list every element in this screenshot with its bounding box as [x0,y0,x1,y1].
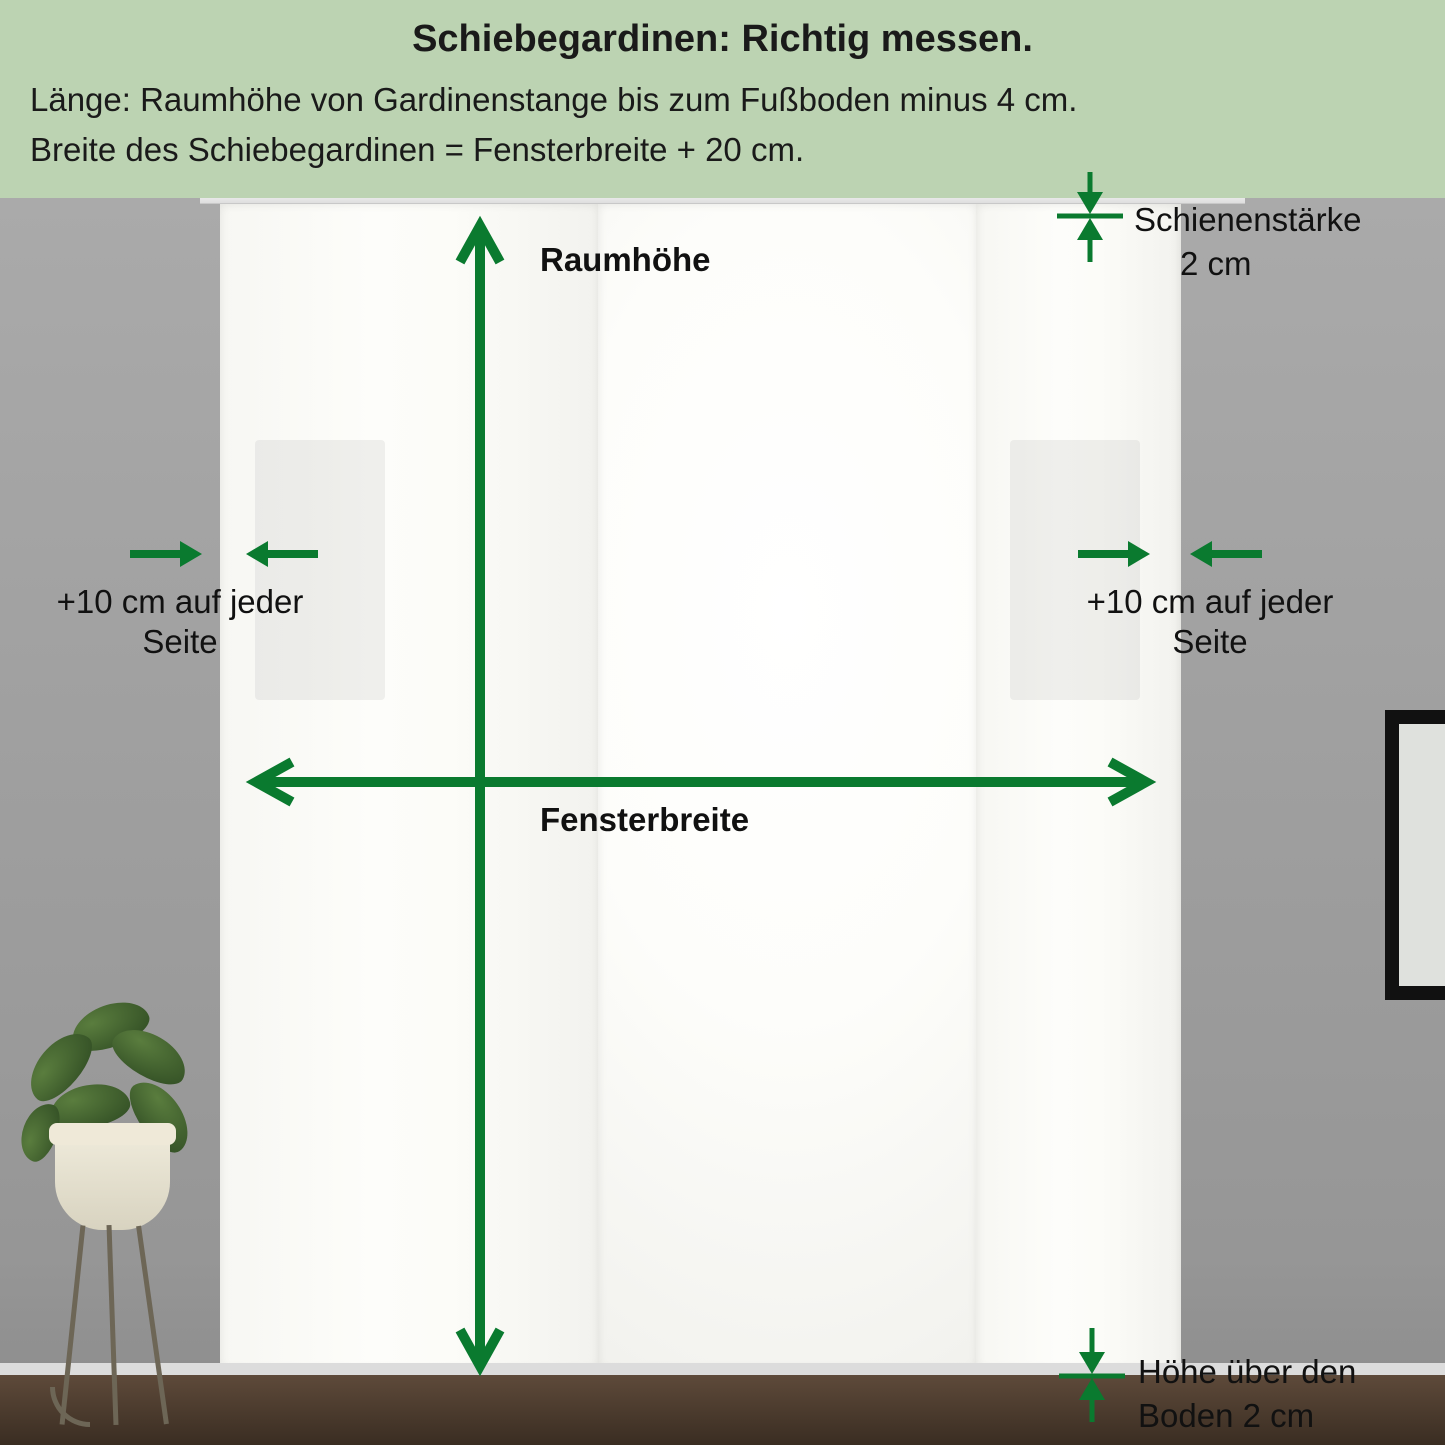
label-boden-2: Boden 2 cm [1138,1396,1314,1436]
header-banner: Schiebegardinen: Richtig messen. Länge: … [0,0,1445,198]
label-schiene-2: 2 cm [1180,244,1252,284]
page-title: Schiebegardinen: Richtig messen. [30,18,1415,61]
label-boden-1: Höhe über den [1138,1352,1356,1392]
instruction-line-2: Breite des Schiebegardinen = Fensterbrei… [30,125,1415,175]
label-side-left: +10 cm auf jeder Seite [20,582,340,661]
label-side-right: +10 cm auf jeder Seite [1040,582,1380,661]
curtain-panel-3 [976,204,1181,1369]
instruction-line-1: Länge: Raumhöhe von Gardinenstange bis z… [30,75,1415,125]
curtain-panel-2 [598,204,978,1369]
plant-pot [55,1135,170,1230]
picture-frame [1385,710,1445,1000]
label-schiene-1: Schienenstärke [1134,200,1361,240]
curtain-panel-1 [220,204,600,1369]
label-raumhoehe: Raumhöhe [540,240,711,280]
plant-stand [0,955,230,1435]
instructions: Länge: Raumhöhe von Gardinenstange bis z… [30,75,1415,174]
label-fensterbreite: Fensterbreite [540,800,749,840]
